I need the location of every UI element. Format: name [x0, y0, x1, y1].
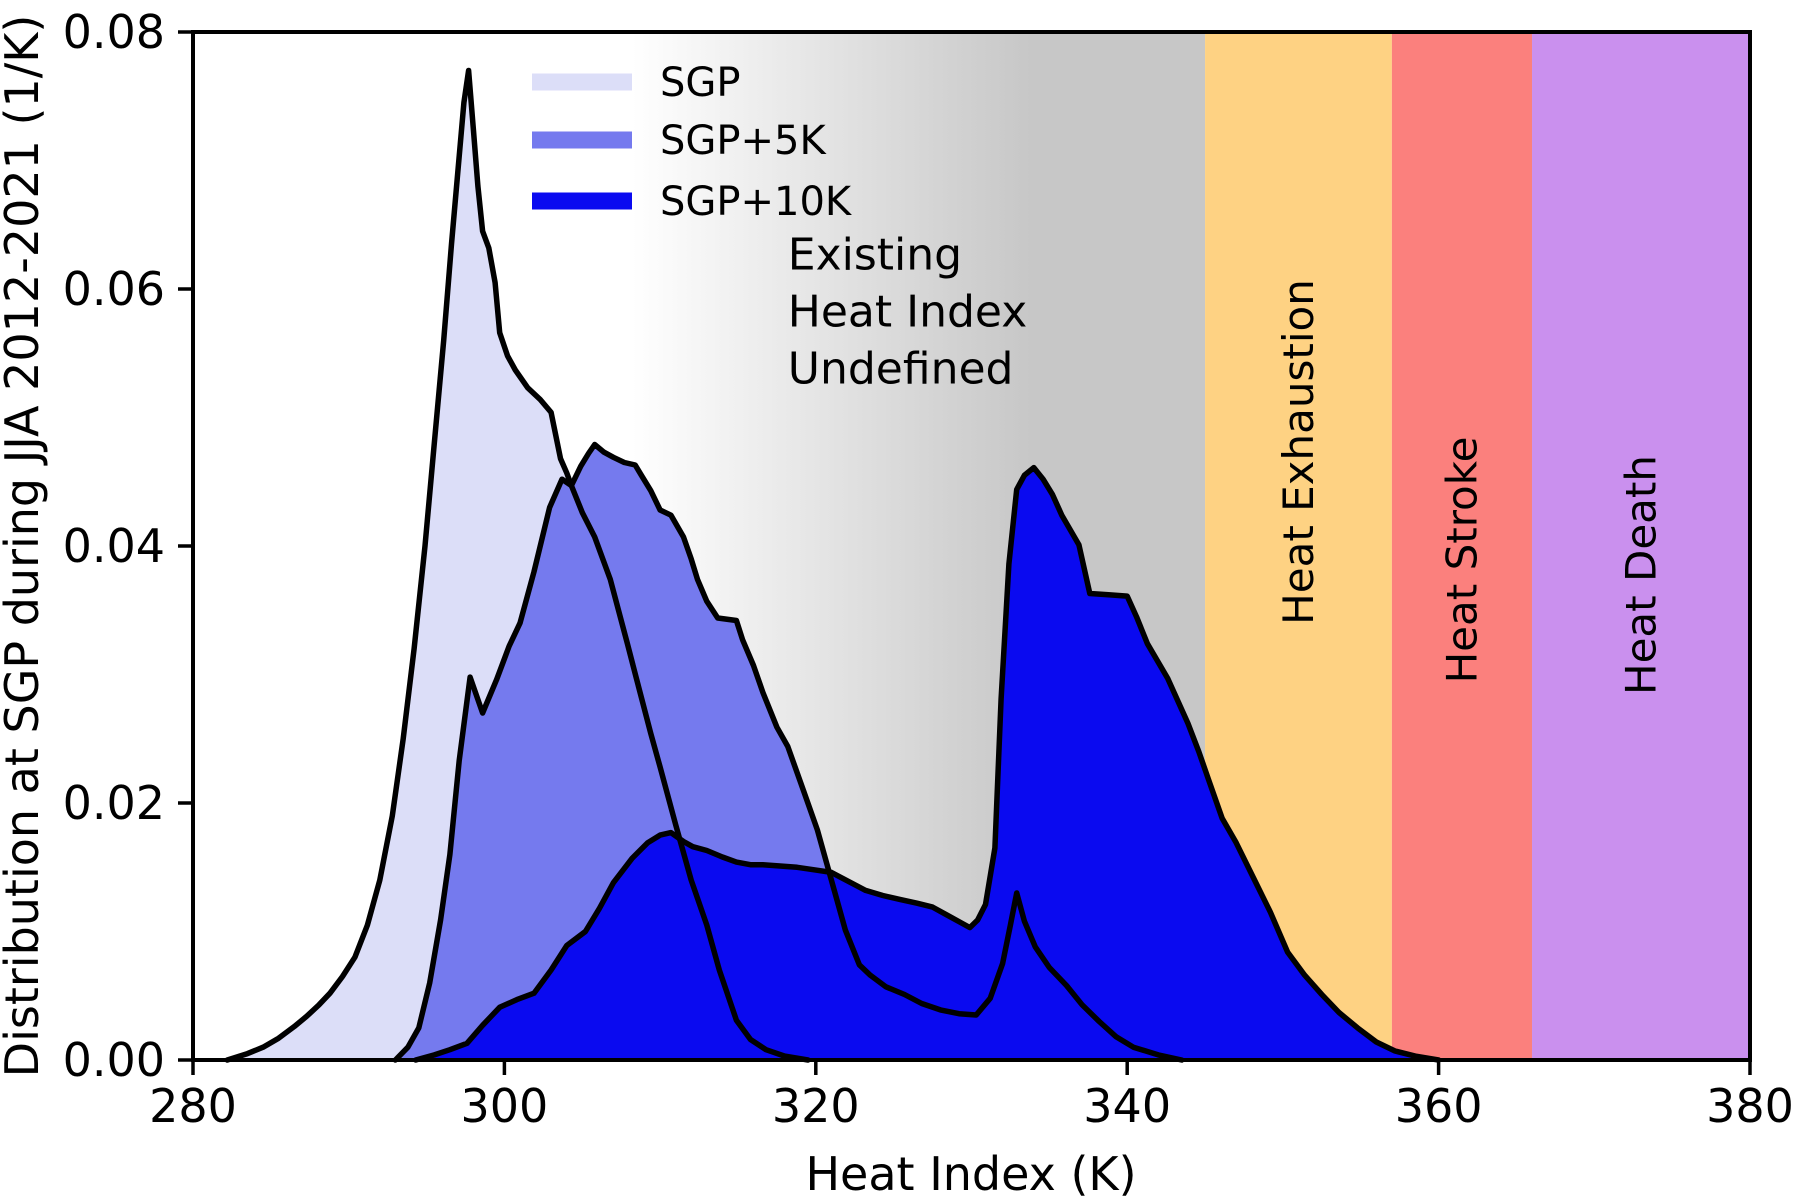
- band-heat-stroke: [1391, 32, 1533, 1060]
- annotation-line: Existing: [788, 230, 962, 281]
- line-sgp: [224, 67, 811, 1063]
- y-axis-label: Distribution at SGP during JJA 2012-2021…: [0, 15, 49, 1078]
- legend-swatch-sgpplus10k: [532, 192, 632, 210]
- line-sgpplus5k: [392, 441, 1185, 1063]
- y-tick-label: 0.00: [63, 1033, 165, 1087]
- annotation-line: Undefined: [788, 344, 1014, 395]
- y-tick-label: 0.06: [63, 262, 165, 316]
- x-tick-label: 280: [149, 1079, 237, 1133]
- series-lines: [224, 67, 1442, 1063]
- line-sgpplus10k: [412, 464, 1442, 1063]
- y-tick-label: 0.04: [63, 519, 165, 573]
- x-tick-label: 380: [1706, 1079, 1794, 1133]
- y-tick-label: 0.02: [63, 776, 165, 830]
- legend-swatch-sgpplus5k: [532, 131, 632, 149]
- legend-label-sgpplus5k: SGP+5K: [660, 118, 827, 164]
- y-tick-label: 0.08: [63, 5, 165, 59]
- legend-label-sgpplus10k: SGP+10K: [660, 179, 853, 225]
- legend: SGP SGP+5K SGP+10K: [532, 60, 853, 225]
- annotation-existing-heat-index-undefined: Existing Heat Index Undefined: [788, 230, 1027, 395]
- x-tick-label: 360: [1395, 1079, 1483, 1133]
- fill-sgpplus10k: [415, 467, 1439, 1061]
- annotation-line: Heat Index: [788, 287, 1027, 338]
- x-tick-label: 340: [1083, 1079, 1171, 1133]
- band-heat-death: [1532, 32, 1750, 1060]
- band-label-heat-exhaustion: Heat Exhaustion: [1274, 279, 1323, 625]
- band-label-heat-death: Heat Death: [1617, 455, 1666, 695]
- legend-swatch-sgp: [532, 73, 632, 91]
- x-tick-label: 320: [772, 1079, 860, 1133]
- band-label-heat-stroke: Heat Stroke: [1438, 437, 1487, 684]
- x-axis-label: Heat Index (K): [805, 1147, 1136, 1200]
- legend-label-sgp: SGP: [660, 60, 741, 106]
- axes: 280 300 320 340 360 380 0.00 0.02 0.04 0.06 0.08: [63, 5, 1794, 1133]
- band-labels: Heat Exhaustion Heat Stroke Heat Death: [1274, 279, 1666, 695]
- x-tick-label: 300: [460, 1079, 548, 1133]
